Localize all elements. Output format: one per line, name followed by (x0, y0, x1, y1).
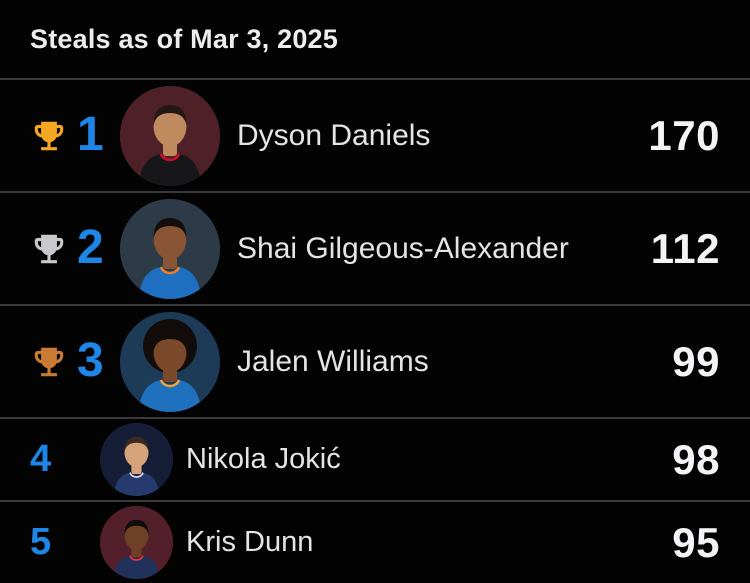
stat-value: 112 (650, 224, 720, 272)
player-avatar (120, 311, 220, 412)
rank-number: 4 (30, 437, 52, 480)
leaderboard-row[interactable]: 2 Shai Gilgeous-Alexander 112 (0, 191, 750, 304)
player-avatar (120, 85, 220, 186)
rank-number: 1 (77, 107, 104, 161)
player-name: Nikola Jokić (186, 443, 341, 475)
leaderboard-header: Steals as of Mar 3, 2025 (0, 0, 750, 78)
rank-cell: 5 (30, 520, 100, 563)
player-name: Shai Gilgeous-Alexander (237, 231, 569, 265)
leaderboard-row[interactable]: 3 Jalen Williams 99 (0, 304, 750, 417)
player-name: Jalen Williams (237, 344, 429, 378)
player-avatar (120, 198, 220, 299)
player-name: Kris Dunn (186, 526, 314, 558)
bronze-trophy-icon (30, 343, 68, 381)
rank-cell: 3 (30, 333, 120, 387)
leaderboard-row[interactable]: 4 Nikola Jokić 98 (0, 417, 750, 500)
stat-value: 170 (648, 111, 720, 159)
page-title: Steals as of Mar 3, 2025 (30, 23, 338, 54)
rank-cell: 4 (30, 437, 100, 480)
rank-cell: 1 (30, 107, 120, 161)
stat-value: 98 (672, 435, 720, 483)
rank-number: 5 (30, 520, 52, 563)
rank-number: 3 (77, 333, 104, 387)
player-avatar (100, 506, 173, 579)
rank-cell: 2 (30, 220, 120, 274)
silver-trophy-icon (30, 230, 68, 268)
player-avatar (100, 423, 173, 496)
gold-trophy-icon (30, 117, 68, 155)
stat-value: 99 (672, 337, 720, 385)
leaderboard-row[interactable]: 5 Kris Dunn 95 (0, 500, 750, 583)
rank-number: 2 (77, 220, 104, 274)
stat-value: 95 (672, 518, 720, 566)
leaderboard-row[interactable]: 1 Dyson Daniels 170 (0, 78, 750, 191)
player-name: Dyson Daniels (237, 118, 431, 152)
